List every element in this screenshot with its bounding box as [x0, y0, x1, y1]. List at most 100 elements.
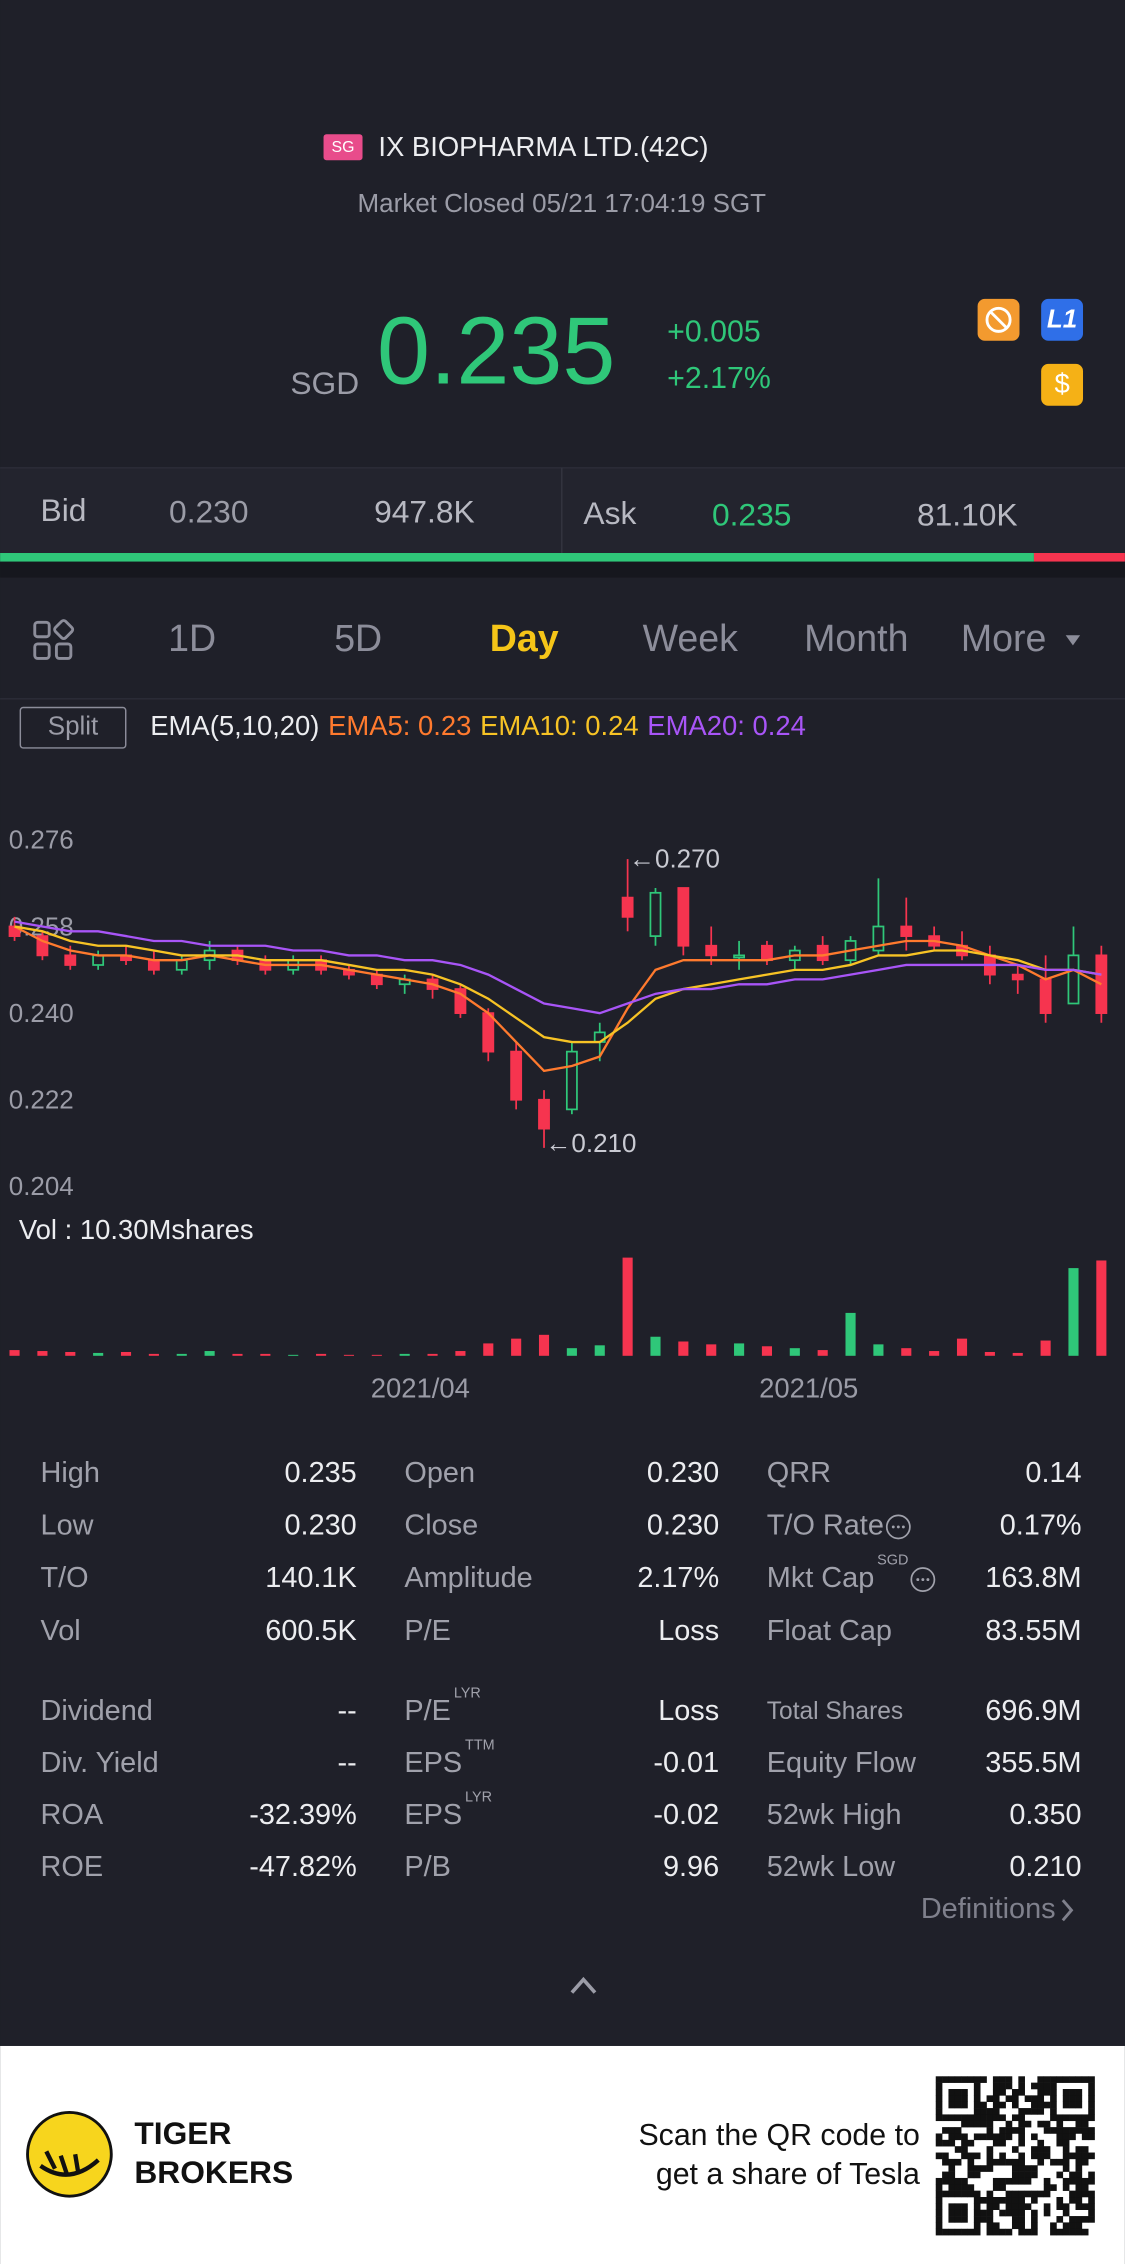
- qr-cell: [1062, 2139, 1070, 2147]
- split-button-frame[interactable]: [19, 706, 127, 749]
- qr-cell: [1005, 2120, 1013, 2128]
- period-tab[interactable]: More: [961, 617, 1047, 659]
- qr-cell: [992, 2222, 1000, 2230]
- qr-cell: [948, 2101, 956, 2109]
- qr-cell: [1069, 2127, 1076, 2134]
- qr-cell: [999, 2082, 1006, 2090]
- qr-cell: [1037, 2152, 1045, 2160]
- qr-cell: [948, 2089, 956, 2096]
- qr-cell: [999, 2184, 1006, 2191]
- qr-cell: [1043, 2152, 1051, 2160]
- volume-bar: [650, 1336, 661, 1356]
- currency-badge[interactable]: [1041, 363, 1084, 406]
- period-tabs: 1D 5D Day Week Month More: [168, 617, 1081, 659]
- stat-label: Dividend: [41, 1695, 153, 1727]
- collapse-arrow[interactable]: [570, 1976, 597, 1994]
- qr-cell: [948, 2228, 956, 2236]
- qr-cell: [1088, 2076, 1095, 2083]
- market-status: Market Closed 05/21 17:04:19 SGT: [358, 188, 767, 218]
- qr-cell: [1056, 2203, 1064, 2210]
- qr-cell: [1062, 2146, 1070, 2153]
- qr-cell: [980, 2216, 987, 2223]
- qr-cell: [992, 2095, 1000, 2102]
- candle-body: [649, 891, 662, 937]
- candle-body: [175, 959, 188, 971]
- qr-cell: [1018, 2222, 1025, 2230]
- y-tick-label: 0.204: [9, 1171, 74, 1201]
- qr-cell: [1031, 2228, 1038, 2236]
- qr-cell: [992, 2076, 1000, 2083]
- qr-cell: [1069, 2076, 1076, 2083]
- qr-cell: [1031, 2133, 1038, 2141]
- qr-cell: [1050, 2114, 1057, 2122]
- qr-cell: [967, 2114, 975, 2122]
- qr-cell: [961, 2146, 968, 2153]
- qr-cell: [973, 2228, 981, 2236]
- stat-value: 0.230: [285, 1510, 357, 1542]
- qr-code: [935, 2076, 1095, 2236]
- qr-cell: [999, 2114, 1006, 2122]
- qr-cell: [1043, 2203, 1051, 2210]
- info-icon[interactable]: [910, 1567, 936, 1593]
- qr-cell: [1069, 2228, 1076, 2236]
- qr-cell: [999, 2076, 1006, 2083]
- qr-cell: [1011, 2203, 1019, 2210]
- qr-cell: [1081, 2127, 1089, 2134]
- stat-label: Total Shares: [767, 1698, 903, 1725]
- period-tab[interactable]: 1D: [168, 617, 216, 659]
- qr-cell: [986, 2152, 994, 2160]
- low-annotation: ←0.210: [545, 1128, 636, 1158]
- volume-bar: [316, 1353, 327, 1356]
- qr-cell: [999, 2089, 1006, 2096]
- qr-cell: [942, 2177, 949, 2185]
- candle-body: [454, 988, 467, 1014]
- qr-cell: [1062, 2095, 1070, 2102]
- stat-value: 0.210: [1009, 1851, 1081, 1883]
- period-tab[interactable]: Day: [490, 617, 559, 659]
- layout-icon[interactable]: [33, 619, 75, 660]
- brand-line: BROKERS: [134, 2154, 293, 2190]
- info-icon[interactable]: [885, 1514, 911, 1540]
- candle-body: [900, 925, 913, 937]
- ask-size: 81.10K: [917, 496, 1018, 532]
- period-tab[interactable]: Week: [643, 617, 738, 659]
- qr-cell: [1056, 2114, 1064, 2122]
- volume-bar: [343, 1354, 355, 1356]
- qr-cell: [1031, 2095, 1038, 2102]
- split-button[interactable]: Split: [48, 711, 99, 741]
- qr-cell: [999, 2152, 1006, 2160]
- stat-label: Low: [41, 1510, 94, 1542]
- qr-cell: [954, 2190, 962, 2198]
- qr-cell: [1050, 2222, 1057, 2230]
- period-tab[interactable]: Month: [804, 617, 908, 659]
- level1-badge[interactable]: [1041, 298, 1084, 341]
- qr-cell: [942, 2171, 949, 2179]
- market-badge: [323, 134, 363, 161]
- volume-bar: [455, 1351, 466, 1356]
- qr-cell: [992, 2082, 1000, 2090]
- qr-cell: [1062, 2165, 1070, 2172]
- qr-cell: [1011, 2216, 1019, 2223]
- qr-cell: [1075, 2222, 1083, 2230]
- qr-cell: [1031, 2209, 1038, 2217]
- stock-name: IX BIOPHARMA LTD.(42C): [378, 131, 708, 162]
- qr-cell: [1075, 2184, 1083, 2191]
- qr-cell: [999, 2101, 1006, 2109]
- stat-value: 0.14: [1025, 1457, 1081, 1489]
- qr-cell: [1069, 2089, 1076, 2096]
- qr-cell: [1005, 2209, 1013, 2217]
- qr-cell: [999, 2133, 1006, 2141]
- qr-cell: [980, 2114, 987, 2122]
- period-tab[interactable]: 5D: [334, 617, 382, 659]
- qr-cell: [986, 2203, 994, 2210]
- volume-bar: [288, 1354, 299, 1356]
- qr-cell: [1075, 2158, 1083, 2166]
- qr-cell: [954, 2146, 962, 2153]
- definitions-link[interactable]: Definitions: [921, 1893, 1056, 1925]
- qr-cell: [1018, 2158, 1025, 2166]
- volume-bar: [9, 1350, 20, 1356]
- qr-cell: [973, 2108, 981, 2115]
- qr-cell: [1005, 2095, 1013, 2102]
- volume-bar: [427, 1353, 438, 1356]
